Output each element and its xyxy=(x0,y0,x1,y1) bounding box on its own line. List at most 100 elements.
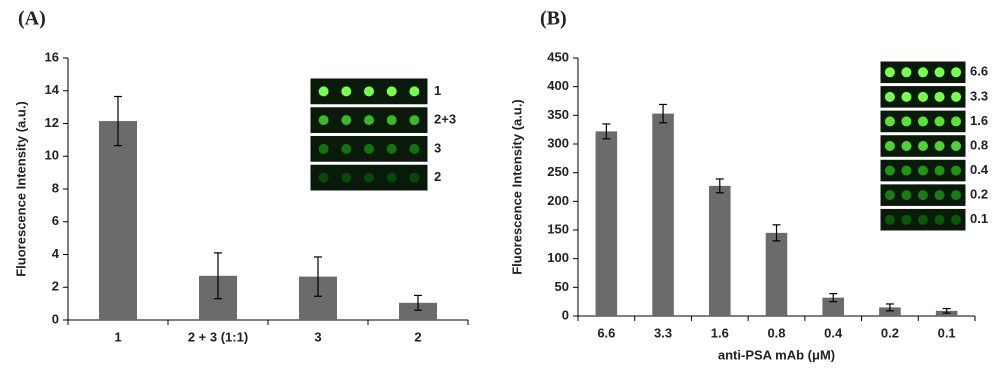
inset-spot xyxy=(409,115,419,125)
inset-spot xyxy=(918,215,928,225)
inset-spot xyxy=(951,67,961,77)
x-tick-label: 1 xyxy=(114,329,121,344)
inset-label: 2+3 xyxy=(434,112,456,127)
figure: (A)Fluorescence Intensity (a.u.)02468101… xyxy=(0,0,1005,368)
inset-spot xyxy=(935,92,945,102)
inset-spot xyxy=(387,86,397,96)
inset-spot xyxy=(901,116,911,126)
inset-spot xyxy=(935,141,945,151)
y-tick-label: 0 xyxy=(562,307,569,322)
bar xyxy=(99,121,137,320)
inset-spot xyxy=(319,173,329,183)
inset-label: 3 xyxy=(434,140,441,155)
inset-spot xyxy=(341,115,351,125)
y-tick-label: 250 xyxy=(547,164,569,179)
inset-label: 6.6 xyxy=(970,64,988,79)
inset-spot xyxy=(901,92,911,102)
inset-label: 0.1 xyxy=(970,211,988,226)
inset-spot xyxy=(901,166,911,176)
inset-label: 0.8 xyxy=(970,137,988,152)
panel-label: (A) xyxy=(18,8,46,30)
y-axis-label: Fluorescence Intensity (a.u.) xyxy=(13,101,28,277)
inset-spot xyxy=(901,215,911,225)
inset-spot xyxy=(364,86,374,96)
x-tick-label: 1.6 xyxy=(711,325,729,340)
inset-spot xyxy=(901,67,911,77)
inset-spot xyxy=(885,166,895,176)
x-tick-label: 0.1 xyxy=(938,325,956,340)
y-tick-label: 450 xyxy=(547,49,569,64)
x-tick-label: 2 xyxy=(414,329,421,344)
inset-spot xyxy=(951,166,961,176)
y-tick-label: 14 xyxy=(45,82,60,97)
inset-spot xyxy=(951,141,961,151)
inset-spot xyxy=(364,115,374,125)
inset-spot xyxy=(935,190,945,200)
x-tick-label: 0.8 xyxy=(767,325,785,340)
inset-spot xyxy=(935,215,945,225)
y-tick-label: 4 xyxy=(52,246,60,261)
inset-spot xyxy=(918,116,928,126)
inset-spot xyxy=(918,67,928,77)
inset-spot xyxy=(409,144,419,154)
inset-spot xyxy=(341,144,351,154)
bar xyxy=(766,233,788,316)
inset-spot xyxy=(918,92,928,102)
inset-spot xyxy=(885,141,895,151)
inset-spot xyxy=(319,144,329,154)
x-tick-label: 3 xyxy=(314,329,321,344)
bar xyxy=(652,114,674,316)
x-tick-label: 6.6 xyxy=(597,325,615,340)
inset-spot xyxy=(951,215,961,225)
y-tick-label: 150 xyxy=(547,221,569,236)
inset-spot xyxy=(885,92,895,102)
inset-spot xyxy=(341,86,351,96)
inset-label: 3.3 xyxy=(970,88,988,103)
inset-spot xyxy=(409,173,419,183)
inset-spot xyxy=(319,86,329,96)
inset-spot xyxy=(885,67,895,77)
inset-spot xyxy=(387,115,397,125)
y-tick-label: 2 xyxy=(52,279,59,294)
inset-spot xyxy=(885,190,895,200)
inset-label: 2 xyxy=(434,169,441,184)
inset-spot xyxy=(918,141,928,151)
x-axis-label: anti-PSA mAb (μM) xyxy=(718,347,835,362)
bar xyxy=(596,131,618,316)
x-tick-label: 0.4 xyxy=(824,325,843,340)
inset-label: 1 xyxy=(434,83,441,98)
y-tick-label: 12 xyxy=(45,115,59,130)
inset-spot xyxy=(364,144,374,154)
y-tick-label: 6 xyxy=(52,213,59,228)
inset-spot xyxy=(901,190,911,200)
inset-spot xyxy=(935,116,945,126)
inset-spot xyxy=(409,86,419,96)
y-tick-label: 350 xyxy=(547,107,569,122)
y-tick-label: 0 xyxy=(52,311,59,326)
y-axis-label: Fluorescence Intensity (a.u.) xyxy=(509,99,524,275)
inset-spot xyxy=(951,116,961,126)
inset-label: 0.2 xyxy=(970,187,988,202)
inset-spot xyxy=(901,141,911,151)
x-tick-label: 0.2 xyxy=(881,325,899,340)
y-tick-label: 10 xyxy=(45,148,59,163)
panel-label: (B) xyxy=(540,8,567,30)
inset-spot xyxy=(885,116,895,126)
inset-spot xyxy=(885,215,895,225)
bar xyxy=(709,186,731,316)
x-tick-label: 2 + 3 (1:1) xyxy=(188,329,248,344)
y-tick-label: 200 xyxy=(547,193,569,208)
inset-spot xyxy=(387,173,397,183)
inset-spot xyxy=(364,173,374,183)
inset-spot xyxy=(918,166,928,176)
inset-spot xyxy=(387,144,397,154)
y-tick-label: 8 xyxy=(52,180,59,195)
inset-spot xyxy=(935,166,945,176)
inset-spot xyxy=(951,190,961,200)
y-tick-label: 300 xyxy=(547,135,569,150)
y-tick-label: 16 xyxy=(45,49,59,64)
y-tick-label: 50 xyxy=(555,279,569,294)
x-tick-label: 3.3 xyxy=(654,325,672,340)
inset-spot xyxy=(951,92,961,102)
inset-spot xyxy=(935,67,945,77)
